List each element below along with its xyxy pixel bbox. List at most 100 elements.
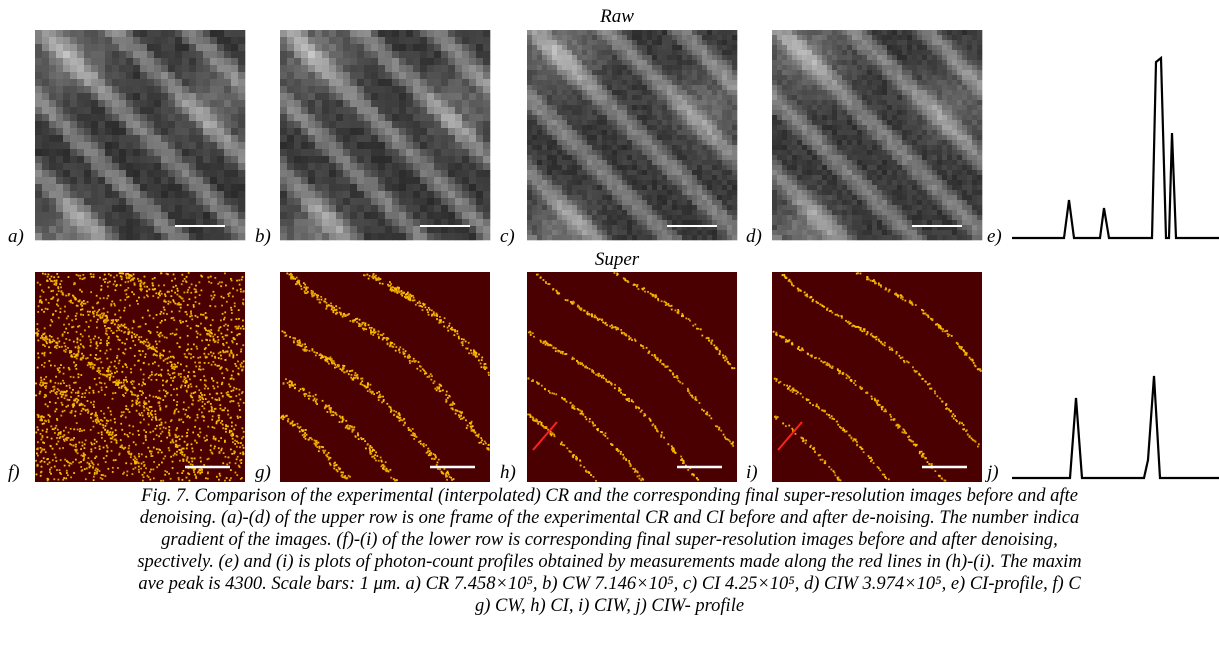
- pixel: [842, 185, 847, 190]
- pixel: [280, 107, 287, 114]
- pixel: [98, 156, 105, 163]
- pixel: [63, 72, 70, 79]
- pixel: [837, 180, 842, 185]
- pixel: [154, 37, 161, 44]
- pixel: [385, 37, 392, 44]
- pixel: [897, 40, 902, 45]
- pixel: [392, 65, 399, 72]
- pixel: [56, 184, 63, 191]
- pixel: [84, 149, 91, 156]
- pixel: [42, 65, 49, 72]
- pixel: [792, 95, 797, 100]
- pixel: [91, 100, 98, 107]
- pixel: [552, 70, 557, 75]
- pixel: [607, 80, 612, 85]
- pixel: [892, 175, 897, 180]
- pixel: [161, 233, 168, 240]
- pixel: [717, 205, 722, 210]
- pixel: [462, 177, 469, 184]
- pixel: [652, 145, 657, 150]
- pixel: [897, 130, 902, 135]
- pixel: [343, 93, 350, 100]
- pixel: [677, 35, 682, 40]
- pixel: [922, 80, 927, 85]
- pixel: [105, 72, 112, 79]
- pixel: [787, 120, 792, 125]
- pixel: [483, 30, 490, 37]
- pixel: [867, 110, 872, 115]
- pixel: [797, 195, 802, 200]
- pixel: [294, 51, 301, 58]
- pixel: [617, 220, 622, 225]
- pixel: [807, 60, 812, 65]
- pixel: [692, 70, 697, 75]
- pixel: [622, 215, 627, 220]
- pixel: [49, 149, 56, 156]
- pixel: [224, 198, 231, 205]
- pixel: [385, 51, 392, 58]
- pixel: [406, 135, 413, 142]
- pixel: [343, 184, 350, 191]
- pixel: [617, 50, 622, 55]
- pixel: [712, 95, 717, 100]
- pixel: [84, 114, 91, 121]
- pixel: [887, 220, 892, 225]
- row-title: Raw: [599, 6, 634, 27]
- pixel: [672, 220, 677, 225]
- pixel: [542, 75, 547, 80]
- pixel: [892, 230, 897, 235]
- pixel: [807, 235, 812, 240]
- pixel: [907, 130, 912, 135]
- pixel: [867, 90, 872, 95]
- pixel: [577, 35, 582, 40]
- pixel: [617, 80, 622, 85]
- pixel: [592, 140, 597, 145]
- pixel: [927, 50, 932, 55]
- pixel: [712, 215, 717, 220]
- pixel: [427, 163, 434, 170]
- pixel: [717, 170, 722, 175]
- pixel: [547, 120, 552, 125]
- pixel: [329, 233, 336, 240]
- pixel: [532, 180, 537, 185]
- pixel: [70, 128, 77, 135]
- pixel: [902, 135, 907, 140]
- pixel: [455, 163, 462, 170]
- pixel: [857, 165, 862, 170]
- pixel: [532, 95, 537, 100]
- pixel: [532, 30, 537, 35]
- pixel: [602, 160, 607, 165]
- pixel: [582, 180, 587, 185]
- pixel: [557, 155, 562, 160]
- pixel: [532, 190, 537, 195]
- pixel: [822, 195, 827, 200]
- pixel: [697, 105, 702, 110]
- pixel: [687, 35, 692, 40]
- pixel: [112, 135, 119, 142]
- pixel: [722, 85, 727, 90]
- pixel: [827, 55, 832, 60]
- pixel: [632, 160, 637, 165]
- pixel: [91, 86, 98, 93]
- pixel: [777, 165, 782, 170]
- pixel: [315, 100, 322, 107]
- pixel: [399, 51, 406, 58]
- pixel: [140, 72, 147, 79]
- pixel: [897, 100, 902, 105]
- pixel: [562, 170, 567, 175]
- pixel: [872, 155, 877, 160]
- pixel: [902, 50, 907, 55]
- pixel: [717, 40, 722, 45]
- pixel: [413, 93, 420, 100]
- pixel: [822, 135, 827, 140]
- pixel: [937, 125, 942, 130]
- pixel: [532, 215, 537, 220]
- pixel: [455, 212, 462, 219]
- pixel: [49, 219, 56, 226]
- pixel: [872, 50, 877, 55]
- pixel: [887, 40, 892, 45]
- pixel: [91, 170, 98, 177]
- pixel: [822, 105, 827, 110]
- pixel: [587, 45, 592, 50]
- pixel: [877, 150, 882, 155]
